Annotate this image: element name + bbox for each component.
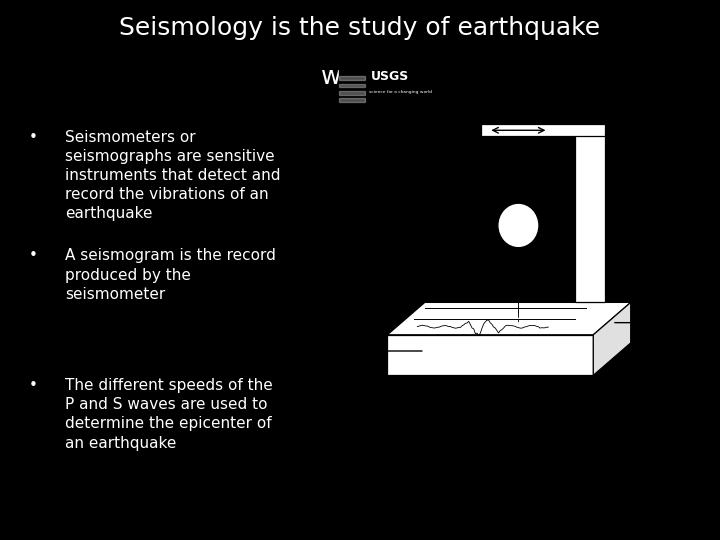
Text: science for a changing world: science for a changing world (369, 90, 432, 94)
Circle shape (498, 203, 539, 248)
Text: The recording device measures
how far the rod of the seismometer
has moved with : The recording device measures how far th… (343, 179, 423, 193)
Polygon shape (593, 302, 631, 375)
Text: waves: waves (320, 65, 400, 89)
Text: Seismometer: Seismometer (526, 84, 600, 94)
Text: A seismogram is the record
produced by the
seismometer: A seismogram is the record produced by t… (65, 248, 276, 302)
Polygon shape (575, 124, 605, 302)
Text: Seismology is the study of earthquake: Seismology is the study of earthquake (120, 16, 600, 40)
Text: •: • (29, 378, 37, 393)
Text: Seismometers or
seismographs are sensitive
instruments that detect and
record th: Seismometers or seismographs are sensiti… (65, 130, 280, 221)
Text: •: • (29, 248, 37, 264)
Text: The different speeds of the
P and S waves are used to
determine the epicenter of: The different speeds of the P and S wave… (65, 378, 273, 450)
Polygon shape (338, 84, 365, 87)
Polygon shape (387, 335, 593, 375)
Text: The whole seismometer moves
as the earth it is attached to shakes
but the heavy : The whole seismometer moves as the earth… (343, 128, 421, 148)
Text: USGS: USGS (371, 70, 409, 83)
Bar (338, 57, 436, 102)
Polygon shape (338, 76, 365, 80)
Polygon shape (481, 124, 605, 136)
Text: •: • (29, 130, 37, 145)
Polygon shape (338, 98, 365, 102)
Polygon shape (387, 302, 631, 335)
Polygon shape (338, 91, 365, 94)
